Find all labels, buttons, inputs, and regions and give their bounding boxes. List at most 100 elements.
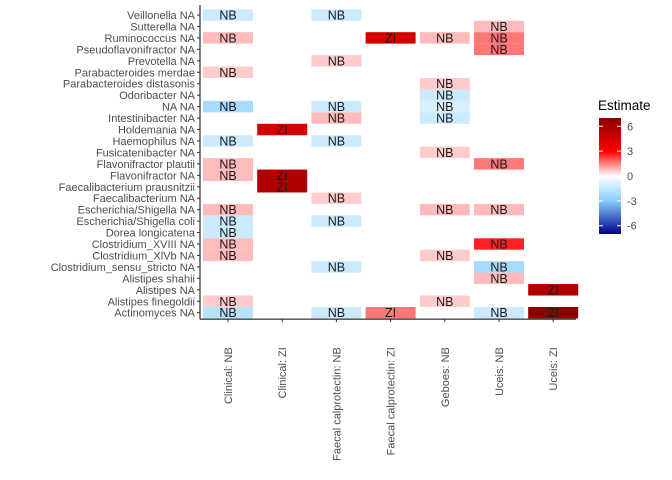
heatmap-cell <box>311 55 362 67</box>
heatmap-cell <box>311 261 362 273</box>
cell-label: NB <box>490 31 507 45</box>
cell-label: NB <box>219 66 236 80</box>
cell-label: ZI <box>548 306 559 320</box>
y-tick-label: Holdemania NA <box>118 125 196 137</box>
heatmap-cell <box>474 203 524 216</box>
heatmap-cell <box>474 306 524 319</box>
cell-label: NB <box>436 249 453 263</box>
heatmap-cell <box>528 284 579 296</box>
cell-label: NB <box>436 77 453 91</box>
y-tick-label: Faecalibacterium prausnitzii <box>59 182 195 194</box>
heatmap-cell <box>474 272 524 285</box>
heatmap-cell <box>203 215 253 227</box>
x-tick-label: Uceis: NB <box>494 347 506 396</box>
y-tick-label: NA NA <box>162 102 196 114</box>
heatmap-cell <box>528 306 579 319</box>
y-tick-label: Pseudoflavonifractor NA <box>76 44 195 56</box>
cell-label: NB <box>328 134 345 148</box>
cell-label: NB <box>490 272 507 286</box>
cell-label: NB <box>490 20 507 34</box>
y-tick-label: Alistipes shahii <box>122 273 195 285</box>
cell-label: NB <box>328 215 345 229</box>
cell-label: NB <box>328 112 345 126</box>
x-tick-label: Geboes: NB <box>440 347 452 407</box>
cell-label: NB <box>490 157 507 171</box>
heatmap-cell <box>474 158 524 170</box>
cell-label: NB <box>219 157 236 171</box>
cell-label: NB <box>219 203 236 217</box>
y-tick-label: Fusicatenibacter NA <box>96 147 196 159</box>
cell-label: NB <box>328 192 345 206</box>
cell-label: NB <box>219 295 236 309</box>
heatmap-cell <box>474 43 524 56</box>
heatmap-cell <box>203 249 253 262</box>
y-tick-label: Prevotella NA <box>128 56 196 68</box>
heatmap-cell <box>311 100 362 113</box>
cell-label: NB <box>219 215 236 229</box>
heatmap-cell <box>203 295 253 307</box>
cell-label: ZI <box>277 169 288 183</box>
cell-label: ZI <box>277 180 288 194</box>
y-tick-label: Clostridium_XlVb NA <box>92 250 195 262</box>
cell-label: NB <box>490 43 507 57</box>
cell-label: NB <box>219 226 236 240</box>
x-tick-label: Clinical: NB <box>223 347 235 404</box>
heatmap-cell <box>311 112 362 124</box>
x-tick-label: Uceis: ZI <box>548 347 560 390</box>
legend: Estimate 6 3 0 -3 -6 <box>598 98 651 234</box>
heatmap-cell <box>365 306 416 319</box>
cell-label: ZI <box>385 31 396 45</box>
heatmap-cell <box>419 32 470 44</box>
x-tick-labels: Clinical: NB Clinical: ZI Faecal calprotec… <box>223 319 560 461</box>
heatmap-cell <box>311 192 362 204</box>
heatmap-cell <box>419 77 470 90</box>
cell-label: NB <box>328 260 345 274</box>
heatmap-cell <box>203 100 253 113</box>
legend-title: Estimate <box>598 98 651 113</box>
heatmap-cell <box>474 238 524 250</box>
y-tick-label: Haemophilus NA <box>112 136 195 148</box>
y-tick-label: Clostridium_sensu_stricto NA <box>51 262 196 274</box>
y-tick-label: Intestinibacter NA <box>108 113 195 125</box>
legend-tick-label: -6 <box>627 221 637 233</box>
heatmap-cell <box>419 112 470 124</box>
cell-label: NB <box>219 306 236 320</box>
heatmap-cell <box>203 135 253 147</box>
cell-label: ZI <box>548 283 559 297</box>
y-tick-label: Actinomyces NA <box>114 308 195 320</box>
cell-label: NB <box>219 134 236 148</box>
cell-label: NB <box>436 203 453 217</box>
heatmap-cell <box>203 238 253 250</box>
cell-label: ZI <box>277 123 288 137</box>
y-tick-label: Flavonifractor NA <box>110 170 196 182</box>
legend-colorbar <box>599 118 621 234</box>
heatmap-cell <box>203 306 253 319</box>
heatmap-cell <box>474 32 524 44</box>
heatmap-cell <box>311 215 362 227</box>
cell-label: NB <box>436 89 453 103</box>
cell-label: NB <box>490 260 507 274</box>
y-tick-label: Parabacteroides distasonis <box>63 79 196 91</box>
legend-tick-label: -3 <box>627 196 637 208</box>
heatmap-cell <box>419 89 470 101</box>
y-tick-label: Alistipes NA <box>136 285 196 297</box>
cell-label: NB <box>219 100 236 114</box>
y-tick-label: Veillonella NA <box>127 10 196 22</box>
legend-tick-label: 6 <box>627 121 633 133</box>
y-tick-label: Alistipes finegoldii <box>108 296 195 308</box>
y-tick-label: Clostridium_XVIII NA <box>92 239 196 251</box>
heatmap-cell <box>257 123 308 136</box>
heatmap-cell <box>311 306 362 319</box>
y-tick-label: Escherichia/Shigella coli <box>76 216 195 228</box>
y-tick-label: Sutterella NA <box>130 21 195 33</box>
legend-tick-label: 3 <box>627 146 633 158</box>
heatmap-cell <box>474 20 524 33</box>
x-tick-label: Clinical: ZI <box>277 347 289 398</box>
cell-label: ZI <box>385 306 396 320</box>
heatmap-cell <box>203 226 253 239</box>
heatmap-cell <box>419 249 470 262</box>
cell-label: NB <box>436 112 453 126</box>
legend-tick-label: 0 <box>627 171 633 183</box>
